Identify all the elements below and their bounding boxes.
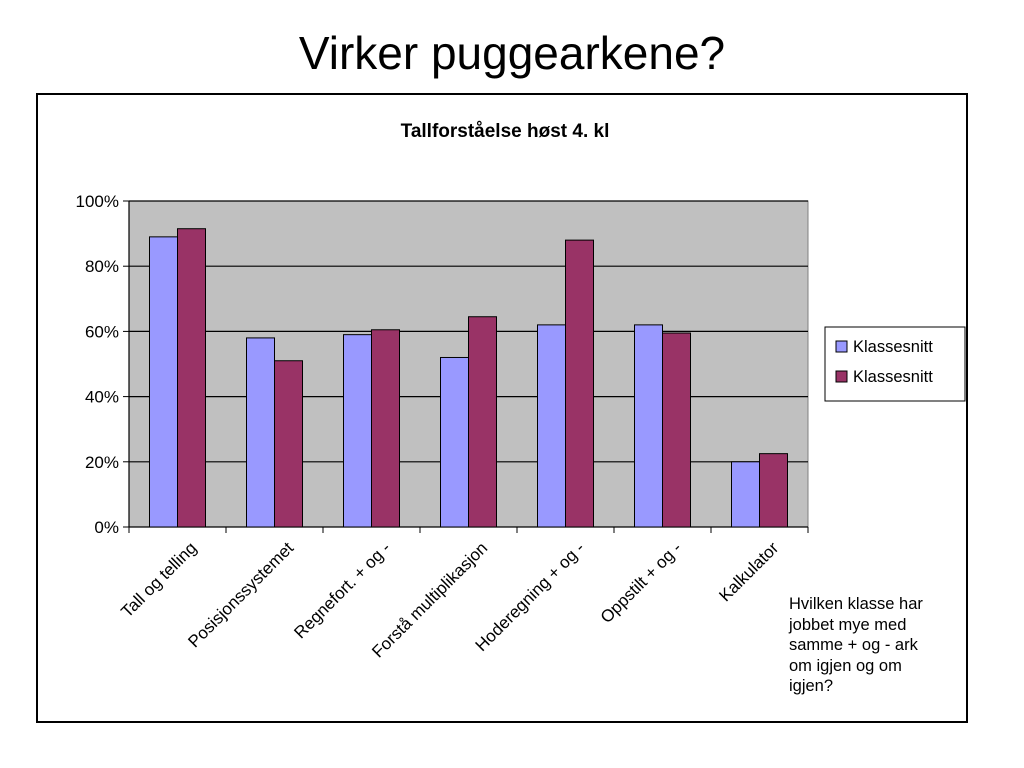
x-tick-label: Oppstilt + og - — [597, 538, 686, 627]
y-tick-label: 100% — [76, 192, 119, 211]
bar-1 — [537, 324, 566, 528]
legend-label: Klassesnitt — [853, 368, 933, 386]
bar-2 — [274, 360, 303, 528]
x-tick-label: Regnefort. + og - — [290, 538, 394, 642]
legend-swatch — [835, 370, 848, 383]
bar-2 — [177, 228, 206, 528]
bar-1 — [149, 236, 178, 528]
chart-frame: Tallforståelse høst 4. kl 0% 20% 40% 60% 80% 1… — [36, 93, 968, 723]
bar-1 — [731, 461, 760, 528]
side-note: Hvilken klasse har jobbet mye med samme … — [789, 595, 923, 695]
y-tick-label: 40% — [85, 388, 119, 407]
y-tick-label: 80% — [85, 257, 119, 276]
legend-label: Klassesnitt — [853, 338, 933, 356]
bar-1 — [440, 356, 469, 528]
x-tick-label: Posisjonssystemet — [184, 538, 297, 651]
legend-swatch — [835, 340, 848, 353]
x-tick-label: Hoderegning + og - — [472, 538, 589, 655]
bar-1 — [634, 324, 663, 528]
legend-box — [824, 326, 966, 402]
bar-chart: Tallforståelse høst 4. kl 0% 20% 40% 60% 80% 1… — [76, 121, 966, 661]
bar-2 — [759, 453, 788, 528]
y-tick-label: 20% — [85, 453, 119, 472]
chart-title: Tallforståelse høst 4. kl — [401, 121, 610, 142]
x-tick-label: Tall og telling — [117, 538, 200, 621]
bar-1 — [246, 337, 275, 528]
y-tick-label: 0% — [94, 518, 119, 537]
slide-title: Virker puggearkene? — [298, 27, 726, 79]
x-tick-label: Kalkulator — [715, 538, 782, 605]
bar-2 — [662, 332, 691, 528]
bar-2 — [565, 239, 594, 528]
bar-1 — [343, 334, 372, 528]
y-tick-label: 60% — [85, 322, 119, 341]
bar-2 — [371, 329, 400, 528]
bar-2 — [468, 316, 497, 528]
